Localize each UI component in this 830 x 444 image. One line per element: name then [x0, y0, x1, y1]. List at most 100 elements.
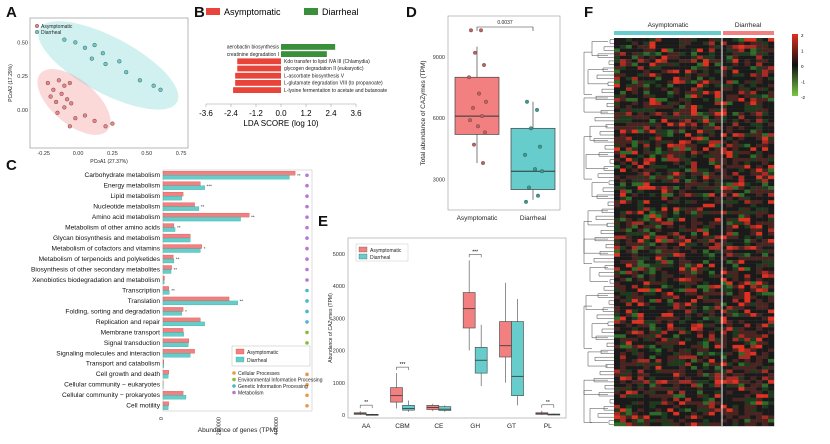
heatmap-cell	[619, 358, 627, 363]
heatmap-cell	[744, 203, 751, 208]
heatmap-cell	[673, 48, 680, 53]
panel-label-d: D	[406, 4, 417, 21]
heatmap-cell	[643, 164, 650, 169]
heatmap-cell	[619, 154, 627, 159]
heatmap-cell	[756, 97, 763, 102]
heatmap-cell	[637, 348, 644, 353]
heatmap-cell	[726, 291, 733, 296]
kegg-category-label: Nucleotide metabolism	[93, 204, 160, 211]
dendrogram-branch	[609, 159, 614, 164]
heatmap-cell	[637, 341, 644, 346]
heatmap-cell	[667, 355, 674, 360]
heatmap-cell	[750, 154, 757, 159]
heatmap-cell	[667, 41, 674, 46]
heatmap-cell	[762, 119, 769, 123]
heatmap-cell	[631, 203, 638, 208]
heatmap-cell	[631, 101, 638, 106]
heatmap-cell	[696, 207, 704, 212]
heatmap-cell	[702, 235, 710, 240]
heatmap-cell	[762, 73, 769, 77]
heatmap-cell	[720, 397, 727, 402]
heatmap-cell	[679, 242, 686, 247]
heatmap-cell	[750, 210, 757, 215]
heatmap-cell	[702, 196, 710, 201]
heatmap-cell	[708, 232, 715, 236]
cazy-total-xtick: Diarrheal	[520, 215, 547, 222]
heatmap-cell	[768, 112, 775, 116]
heatmap-cell	[732, 422, 739, 427]
heatmap-cell	[619, 129, 627, 134]
heatmap-cell	[696, 316, 704, 321]
heatmap-cell	[768, 38, 775, 42]
heatmap-cell	[679, 154, 686, 159]
heatmap-cell	[643, 390, 650, 395]
heatmap-cell	[685, 101, 692, 106]
kegg-bar-diarrheal	[162, 237, 191, 243]
heatmap-cell	[738, 228, 745, 233]
heatmap-cell	[637, 76, 644, 81]
heatmap-cell	[756, 418, 763, 423]
heatmap-cell	[750, 373, 757, 377]
heatmap-cell	[714, 351, 721, 356]
heatmap-cell	[691, 214, 698, 219]
heatmap-cell	[631, 404, 638, 409]
heatmap-cell	[631, 270, 638, 275]
heatmap-cell	[631, 408, 638, 413]
heatmap-cell	[762, 239, 769, 243]
heatmap-cell	[720, 327, 727, 331]
kegg-category-label: Metabolism of cofactors and vitamins	[52, 245, 161, 252]
heatmap-cell	[738, 200, 745, 204]
heatmap-cell	[702, 316, 710, 321]
heatmap-cell	[714, 203, 721, 208]
heatmap-cell	[732, 161, 739, 166]
dendrogram-branch	[608, 60, 614, 65]
heatmap-cell	[756, 90, 763, 95]
heatmap-cell	[762, 147, 769, 152]
heatmap-cell	[673, 401, 680, 406]
heatmap-cell	[625, 232, 632, 236]
heatmap-cell	[625, 277, 632, 282]
heatmap-cell	[679, 334, 686, 339]
heatmap-cell	[750, 351, 757, 356]
heatmap-cell	[631, 246, 638, 250]
pcoa-point-asymptomatic	[110, 121, 115, 126]
heatmap-cell	[643, 94, 650, 99]
heatmap-cell	[738, 246, 745, 250]
heatmap-cell	[738, 274, 745, 279]
heatmap-cell	[619, 295, 627, 300]
heatmap-cell	[750, 55, 757, 60]
heatmap-cell	[744, 267, 751, 271]
heatmap-cell	[708, 55, 715, 60]
heatmap-cell	[637, 299, 644, 303]
heatmap-cell	[625, 154, 632, 159]
heatmap-cell	[696, 281, 704, 286]
heatmap-cell	[691, 175, 698, 180]
dendrogram-branch	[583, 51, 592, 95]
heatmap-cell	[637, 228, 644, 233]
heatmap-cell	[732, 366, 739, 370]
heatmap-cell	[649, 133, 656, 137]
kegg-class-legend-label: Environmental Information Processing	[238, 378, 323, 384]
heatmap-cell	[655, 394, 662, 398]
heatmap-cell	[655, 147, 662, 152]
heatmap-cell	[768, 415, 775, 420]
heatmap-cell	[762, 94, 769, 99]
heatmap-cell	[673, 239, 680, 243]
heatmap-cell	[762, 76, 769, 81]
heatmap-cell	[637, 242, 644, 247]
heatmap-cell	[625, 108, 632, 113]
heatmap-cell	[714, 242, 721, 247]
heatmap-cell	[667, 397, 674, 402]
kegg-category-label: Translation	[128, 298, 161, 305]
heatmap-cell	[685, 62, 692, 67]
heatmap-cell	[732, 373, 739, 377]
heatmap-cell	[702, 284, 710, 289]
heatmap-cell	[744, 52, 751, 56]
heatmap-cell	[625, 112, 632, 116]
heatmap-cell	[667, 80, 674, 85]
heatmap-cell	[768, 214, 775, 219]
heatmap-cell	[750, 422, 757, 427]
heatmap-cell	[685, 341, 692, 346]
heatmap-cell	[720, 175, 727, 180]
heatmap-cell	[637, 291, 644, 296]
